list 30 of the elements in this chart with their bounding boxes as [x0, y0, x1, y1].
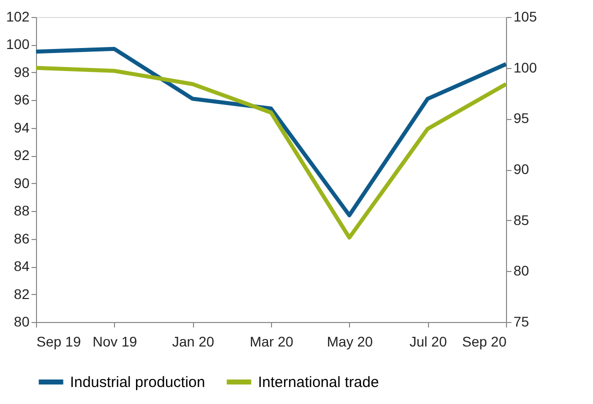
- y2-tick-label: 90: [514, 161, 530, 177]
- legend-label: Industrial production: [70, 374, 206, 391]
- x-tick-label: Nov 19: [92, 334, 138, 350]
- y-tick-label: 102: [6, 8, 30, 24]
- y-tick-label: 100: [6, 36, 30, 52]
- y-tick-label: 80: [14, 314, 30, 330]
- y-tick-label: 90: [14, 174, 30, 191]
- y-tick-label: 92: [14, 147, 30, 164]
- x-tick-label: Jan 20: [172, 334, 214, 350]
- y2-tick-label: 85: [514, 212, 530, 228]
- y-tick-label: 96: [14, 92, 30, 108]
- y2-tick-label: 95: [514, 110, 530, 126]
- y-tick-label: 98: [14, 64, 30, 80]
- y-tick-label: 84: [14, 258, 30, 274]
- x-tick-label: Jul 20: [409, 334, 448, 350]
- y-tick-label: 94: [14, 119, 30, 136]
- y-tick-label: 88: [14, 202, 30, 219]
- y2-tick-label: 80: [514, 262, 530, 279]
- x-tick-label: Mar 20: [250, 334, 294, 350]
- y-tick-label: 82: [14, 286, 30, 302]
- y2-tick-label: 105: [514, 8, 538, 24]
- x-tick-label: Sep 20: [462, 334, 507, 350]
- line-series: [34, 66, 508, 240]
- y-tick-label: 86: [14, 230, 30, 246]
- x-tick-label: May 20: [326, 334, 373, 350]
- y2-tick-label: 100: [514, 59, 538, 76]
- legend-label: International trade: [258, 374, 379, 391]
- y2-tick-label: 75: [514, 314, 530, 330]
- line-series: [34, 46, 508, 218]
- x-tick-label: Sep 19: [36, 334, 82, 350]
